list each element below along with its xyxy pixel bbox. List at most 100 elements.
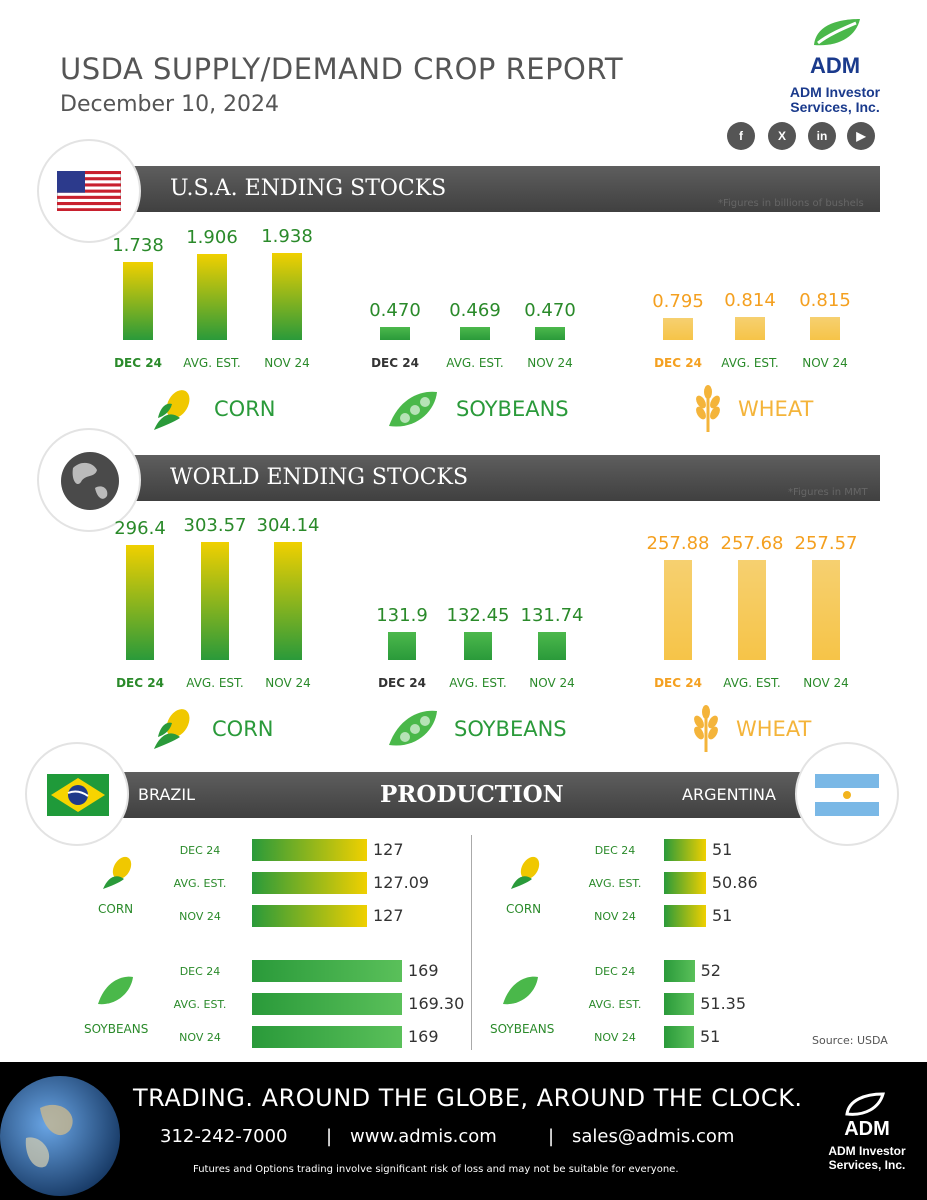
bar [810,317,840,340]
tick-label: AVG. EST. [588,998,642,1011]
data-label: 169 [408,1027,439,1046]
tick-label: NOV 24 [527,356,573,370]
production-title: PRODUCTION [380,781,564,808]
brazil-label: BRAZIL [138,785,195,804]
bar [252,872,368,894]
us-section-title: U.S.A. ENDING STOCKS [170,176,447,201]
tick-label: DEC 24 [114,356,162,370]
argentina-flag-icon [815,774,879,816]
data-label: 0.814 [724,290,776,312]
tick-label: DEC 24 [654,676,702,690]
footer-separator: | [548,1126,555,1147]
bar [460,327,490,340]
data-label: 127 [373,840,404,859]
data-label: 51.35 [700,994,747,1013]
bar [812,560,840,660]
data-label: 127 [373,906,404,925]
data-label: 257.57 [794,533,858,555]
data-label: 169 [408,961,439,980]
bar [380,327,410,340]
bar [738,560,766,660]
soybean-icon [389,391,437,427]
corn-icon [103,856,132,889]
soybean-icon [503,976,538,1005]
production-band: BRAZIL PRODUCTION ARGENTINA [90,772,850,818]
report-date: December 10, 2024 [60,92,280,117]
tick-label: AVG. EST. [173,877,227,890]
world-units-note: *Figures in MMT [788,487,868,498]
bar [735,317,765,340]
bar [201,542,229,660]
us-flag-badge [37,139,141,243]
x-twitter-icon[interactable]: X [768,122,796,150]
footer-website-link[interactable]: www.admis.com [350,1126,497,1147]
data-label: 257.68 [720,533,784,555]
world-section-band: WORLD ENDING STOCKS [50,455,880,501]
bar [388,632,416,660]
linkedin-icon[interactable]: in [808,122,836,150]
tick-label: NOV 24 [179,1031,221,1044]
brazil-soybeans-label: SOYBEANS [84,1022,149,1036]
leaf-logo-icon [845,1092,885,1116]
logo-line2: Services, Inc. [790,99,880,115]
bar [664,1026,694,1048]
data-label: 257.88 [646,533,710,554]
tick-label: NOV 24 [264,356,310,370]
wheat-icon [696,385,720,432]
tick-label: AVG. EST. [588,877,642,890]
bar [664,993,695,1015]
data-label: 127.09 [373,873,430,892]
brazil-flag-icon [47,774,109,816]
tick-label: NOV 24 [594,910,636,923]
bar [535,327,565,340]
bar [252,905,367,927]
data-label: 0.795 [652,291,704,312]
footer: TRADING. AROUND THE GLOBE, AROUND THE CL… [0,1062,927,1200]
footer-logo-line2: Services, Inc. [828,1158,906,1172]
data-label: 50.86 [711,873,758,892]
bar [538,632,566,660]
logo-brand: ADM [809,53,861,78]
argentina-corn-label: CORN [506,902,542,916]
globe-icon [61,452,119,510]
bar [123,261,153,340]
argentina-label: ARGENTINA [682,785,776,804]
bar [197,254,227,340]
data-label: 51 [712,906,733,925]
corn-icon [511,856,540,889]
footer-logo-line1: ADM Investor [828,1144,906,1158]
leaf-logo-icon [814,19,860,46]
bar [252,1026,402,1048]
bar [252,960,402,982]
tick-label: DEC 24 [594,965,636,978]
facebook-icon[interactable]: f [727,122,755,150]
youtube-icon[interactable]: ▶ [847,122,875,150]
data-label: 1.906 [186,227,238,249]
bar [252,993,403,1015]
earth-icon [0,1076,120,1196]
data-label: 132.45 [446,604,510,626]
tick-label: NOV 24 [594,1031,636,1044]
tick-label: DEC 24 [179,844,221,857]
tick-label: AVG. EST. [721,356,779,370]
tick-label: DEC 24 [594,844,636,857]
bar [274,541,302,660]
tick-label: DEC 24 [179,965,221,978]
tick-label: AVG. EST. [449,676,507,690]
bar [272,252,302,340]
bar [663,318,693,340]
tick-label: DEC 24 [654,356,702,370]
argentina-flag-badge [795,742,899,846]
tick-label: AVG. EST. [173,998,227,1011]
tick-label: NOV 24 [803,676,849,690]
bar [252,839,367,861]
data-label: 0.470 [369,300,421,321]
world-soybeans-label: SOYBEANS [454,717,567,741]
data-label: 51 [712,840,733,859]
footer-phone[interactable]: 312-242-7000 [160,1126,288,1147]
production-divider [471,835,472,1050]
corn-icon [154,709,190,749]
us-soybeans-label: SOYBEANS [456,397,569,421]
footer-separator: | [326,1126,333,1147]
footer-email-link[interactable]: sales@admis.com [572,1126,735,1147]
